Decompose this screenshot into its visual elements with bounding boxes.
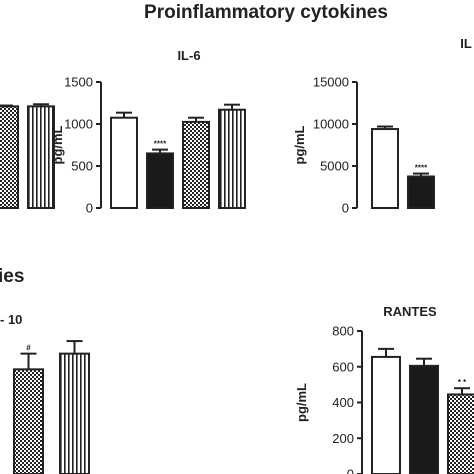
y-tick-label: 15000 — [313, 75, 349, 90]
y-tick-label: 200 — [332, 431, 354, 446]
panel-title: IL-6 — [177, 48, 200, 63]
bar — [218, 108, 246, 209]
bar — [59, 352, 90, 474]
y-tick-label: 0 — [342, 201, 349, 216]
bar — [371, 128, 399, 209]
bar — [407, 175, 435, 209]
y-tick-label: 5000 — [320, 159, 349, 174]
y-tick-label: 1500 — [64, 75, 93, 90]
bar — [447, 393, 474, 474]
y-tick-label: 1000 — [64, 117, 93, 132]
chart-panel-2: IL-6 0 500 1000 1500 pg/mL **** — [50, 48, 246, 216]
chart-panel-5: RANTES 0 200 400 600 800 pg/mL * * — [294, 304, 474, 474]
section-title-fragment: ies — [0, 266, 24, 287]
panel-title: - 10 — [0, 312, 22, 327]
bar — [146, 152, 174, 209]
y-axis-label: pg/mL — [50, 125, 65, 164]
significance-label: * * — [458, 378, 467, 387]
y-tick-label: 500 — [71, 159, 93, 174]
panel-title: IL — [460, 36, 472, 51]
significance-label: # — [26, 344, 31, 353]
y-tick-label: 400 — [332, 395, 354, 410]
bar — [110, 116, 138, 209]
y-axis-label: pg/mL — [294, 383, 309, 422]
bar — [27, 105, 55, 209]
bar — [13, 368, 44, 474]
y-tick-label: 10000 — [313, 117, 349, 132]
y-tick-label: 0 — [86, 201, 93, 216]
panel-title: RANTES — [383, 304, 437, 319]
bar — [0, 105, 19, 209]
significance-label: **** — [154, 140, 167, 149]
chart-panel-4: - 10 # — [0, 312, 90, 474]
y-axis-label: pg/mL — [292, 125, 307, 164]
y-tick-label: 0 — [347, 467, 354, 474]
y-tick-label: 800 — [332, 324, 354, 339]
page-title: Proinflammatory cytokines — [144, 2, 388, 23]
bar — [371, 355, 401, 474]
significance-label: **** — [415, 164, 428, 173]
y-tick-label: 600 — [332, 359, 354, 374]
bar — [182, 120, 210, 209]
bar — [409, 364, 439, 474]
chart-panel-1 — [0, 103, 55, 209]
chart-panel-3: IL 0 5000 10000 15000 pg/mL **** — [292, 36, 472, 216]
